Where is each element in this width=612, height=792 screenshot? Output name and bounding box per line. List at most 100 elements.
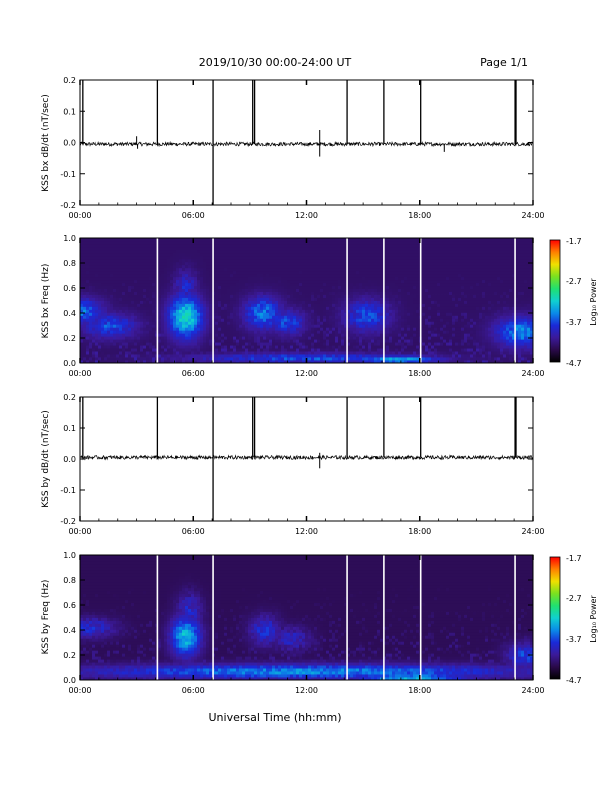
heatmap-cell: [251, 288, 255, 292]
heatmap-cell: [107, 238, 111, 242]
heatmap-cell: [320, 357, 324, 361]
heatmap-cell: [272, 291, 276, 295]
heatmap-cell: [347, 270, 351, 275]
heatmap-cell: [335, 264, 339, 269]
heatmap-cell: [182, 357, 186, 361]
heatmap-cell: [326, 288, 330, 292]
heatmap-cell: [158, 354, 162, 358]
heatmap-cell: [359, 324, 363, 328]
heatmap-cell: [305, 333, 309, 337]
heatmap-cell: [353, 273, 357, 278]
heatmap-cell: [182, 348, 186, 352]
heatmap-cell: [146, 336, 150, 340]
heatmap-cell: [344, 327, 348, 331]
heatmap-cell: [80, 267, 84, 272]
heatmap-cell: [377, 357, 381, 361]
heatmap-cell: [344, 357, 348, 361]
heatmap-cell: [110, 345, 114, 349]
heatmap-cell: [254, 282, 258, 287]
heatmap-cell: [113, 288, 117, 292]
heatmap-cell: [221, 306, 225, 310]
heatmap-cell: [380, 243, 384, 248]
heatmap-cell: [404, 312, 408, 316]
heatmap-cell: [176, 303, 180, 307]
heatmap-cell: [362, 270, 366, 275]
heatmap-cell: [305, 330, 309, 334]
heatmap-cell: [215, 267, 219, 272]
heatmap-cell: [197, 333, 201, 337]
heatmap-cell: [311, 342, 315, 346]
heatmap-cell: [275, 321, 279, 325]
heatmap-cell: [242, 324, 246, 328]
heatmap-cell: [158, 273, 162, 278]
heatmap-cell: [278, 276, 282, 281]
heatmap-cell: [149, 243, 153, 248]
heatmap-cell: [275, 255, 279, 260]
heatmap-cell: [374, 300, 378, 304]
heatmap-cell: [170, 279, 174, 284]
heatmap-cell: [161, 309, 165, 313]
heatmap-cell: [182, 261, 186, 266]
heatmap-cell: [296, 249, 300, 254]
heatmap-cell: [362, 339, 366, 343]
heatmap-cell: [347, 351, 351, 355]
heatmap-cell: [371, 264, 375, 269]
heatmap-cell: [278, 279, 282, 284]
heatmap-cell: [353, 357, 357, 361]
heatmap-cell: [116, 306, 120, 310]
heatmap-cell: [308, 339, 312, 343]
heatmap-cell: [161, 273, 165, 278]
heatmap-cell: [362, 312, 366, 316]
heatmap-cell: [119, 238, 123, 242]
heatmap-cell: [380, 306, 384, 310]
heatmap-cell: [413, 303, 417, 307]
heatmap-cell: [230, 267, 234, 272]
heatmap-cell: [326, 315, 330, 319]
heatmap-cell: [368, 333, 372, 337]
heatmap-cell: [254, 324, 258, 328]
heatmap-cell: [173, 240, 177, 245]
heatmap-cell: [425, 297, 429, 301]
heatmap-cell: [395, 351, 399, 355]
heatmap-cell: [425, 294, 429, 298]
heatmap-cell: [296, 360, 300, 364]
heatmap-cell: [296, 327, 300, 331]
heatmap-cell: [185, 264, 189, 269]
heatmap-cell: [251, 348, 255, 352]
heatmap-cell: [431, 354, 435, 358]
heatmap-cell: [83, 339, 87, 343]
heatmap-cell: [194, 297, 198, 301]
heatmap-cell: [152, 309, 156, 313]
heatmap-cell: [266, 336, 270, 340]
heatmap-cell: [278, 243, 282, 248]
heatmap-cell: [332, 360, 336, 364]
heatmap-cell: [221, 258, 225, 263]
heatmap-cell: [290, 300, 294, 304]
heatmap-cell: [143, 264, 147, 269]
heatmap-cell: [269, 276, 273, 281]
heatmap-cell: [395, 342, 399, 346]
heatmap-cell: [317, 354, 321, 358]
heatmap-cell: [395, 309, 399, 313]
heatmap-cell: [359, 339, 363, 343]
heatmap-cell: [347, 285, 351, 289]
heatmap-cell: [119, 249, 123, 254]
heatmap-cell: [248, 279, 252, 284]
heatmap-cell: [206, 357, 210, 361]
heatmap-cell: [206, 264, 210, 269]
heatmap-cell: [374, 252, 378, 257]
heatmap-cell: [311, 243, 315, 248]
heatmap-cell: [308, 360, 312, 364]
heatmap-cell: [116, 261, 120, 266]
heatmap-cell: [143, 324, 147, 328]
heatmap-cell: [305, 345, 309, 349]
heatmap-cell: [314, 264, 318, 269]
heatmap-cell: [314, 327, 318, 331]
heatmap-cell: [314, 294, 318, 298]
heatmap-cell: [257, 351, 261, 355]
heatmap-cell: [395, 246, 399, 251]
heatmap-cell: [323, 288, 327, 292]
heatmap-cell: [92, 306, 96, 310]
heatmap-cell: [185, 282, 189, 287]
heatmap-cell: [137, 303, 141, 307]
